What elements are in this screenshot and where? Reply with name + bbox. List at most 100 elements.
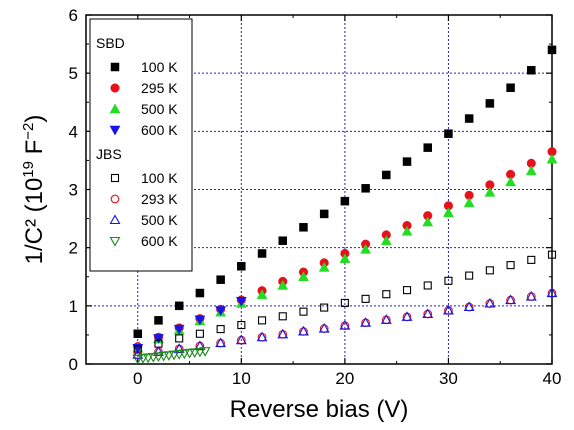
y-tick-label: 0 <box>69 355 78 374</box>
data-point <box>256 289 268 300</box>
series-sbd-500k <box>132 153 558 353</box>
legend-marker <box>110 194 120 204</box>
data-point <box>444 129 453 138</box>
data-point <box>215 306 227 317</box>
data-point <box>360 243 372 254</box>
data-point <box>298 271 309 281</box>
data-point <box>382 290 391 299</box>
legend-entry-label: 500 K <box>141 212 178 228</box>
data-point <box>158 351 170 362</box>
data-point <box>380 235 392 245</box>
data-point <box>132 354 144 365</box>
data-point <box>137 354 149 364</box>
legend-entry-label: 100 K <box>141 59 178 75</box>
data-point <box>153 352 164 363</box>
legend-entry-label: 500 K <box>141 101 178 117</box>
data-point <box>163 351 175 361</box>
data-point <box>154 316 163 325</box>
data-point <box>319 209 329 219</box>
data-point <box>173 324 185 335</box>
x-axis-title: Reverse bias (V) <box>230 396 409 423</box>
data-point <box>235 296 247 307</box>
data-point <box>299 223 308 232</box>
legend-marker <box>109 103 121 114</box>
data-point <box>340 196 350 206</box>
data-point <box>194 315 206 326</box>
data-point <box>401 225 413 236</box>
y-tick-label: 6 <box>69 6 78 25</box>
data-point <box>257 249 267 258</box>
data-point <box>506 261 515 270</box>
data-point <box>320 303 329 312</box>
x-tick-label: 40 <box>543 369 562 388</box>
series-jbs-600k <box>132 347 211 365</box>
data-point <box>485 99 495 108</box>
data-point <box>142 353 154 364</box>
data-point <box>546 287 558 298</box>
data-point <box>299 307 308 316</box>
data-point <box>178 349 190 360</box>
data-point <box>546 153 558 164</box>
data-point <box>465 271 474 280</box>
data-point <box>463 197 475 208</box>
data-point <box>402 157 412 166</box>
series-jbs-500k <box>132 287 558 359</box>
legend-group-label: SBD <box>96 35 125 51</box>
data-point <box>505 176 517 187</box>
data-point <box>278 236 288 245</box>
data-point <box>484 186 496 197</box>
data-point <box>506 83 515 92</box>
data-point <box>173 350 185 360</box>
data-point <box>132 344 144 354</box>
data-point <box>423 143 432 152</box>
data-point <box>216 325 225 334</box>
data-point <box>484 297 496 308</box>
data-point <box>340 298 349 307</box>
data-point <box>464 114 474 123</box>
data-point <box>298 325 309 336</box>
data-point <box>402 286 412 295</box>
data-point <box>278 312 287 321</box>
data-point <box>189 348 201 358</box>
legend-marker <box>109 214 121 225</box>
data-point <box>237 262 246 271</box>
data-point <box>277 279 289 290</box>
data-point <box>505 294 517 305</box>
legend: SBD 100 K 295 K 500 K 600 K JBS 100 K 293 K 500 … <box>89 18 193 272</box>
legend-marker <box>110 62 120 72</box>
legend-entry-label: 293 K <box>141 191 178 207</box>
data-point <box>168 350 180 361</box>
data-point <box>339 319 351 330</box>
data-point <box>380 314 392 324</box>
data-point <box>463 301 475 312</box>
data-point <box>547 250 557 259</box>
legend-marker <box>109 236 121 247</box>
data-point <box>133 345 142 354</box>
data-point <box>422 308 434 319</box>
data-point <box>401 311 413 321</box>
legend-entry-label: 100 K <box>141 170 178 186</box>
y-axis-title-unit-exponent: −2 <box>20 123 37 140</box>
series-sbd-600k <box>132 296 247 354</box>
x-tick-label: 30 <box>439 369 458 388</box>
data-point <box>235 334 247 345</box>
data-point <box>444 276 453 285</box>
data-point <box>133 329 143 339</box>
series-jbs-100k <box>133 250 557 354</box>
x-tick-label: 20 <box>335 369 354 388</box>
x-tick-label: 0 <box>133 369 142 388</box>
data-point <box>339 253 351 263</box>
legend-entry-label: 600 K <box>141 122 178 138</box>
data-point <box>527 66 536 75</box>
data-point <box>153 334 164 344</box>
data-point <box>485 266 494 275</box>
y-tick-label: 2 <box>69 239 78 258</box>
data-point <box>194 347 206 358</box>
legend-box <box>89 18 193 272</box>
data-point <box>199 347 211 357</box>
data-point <box>525 290 537 301</box>
data-point <box>422 216 434 227</box>
data-point <box>382 170 391 180</box>
data-point <box>147 352 159 363</box>
